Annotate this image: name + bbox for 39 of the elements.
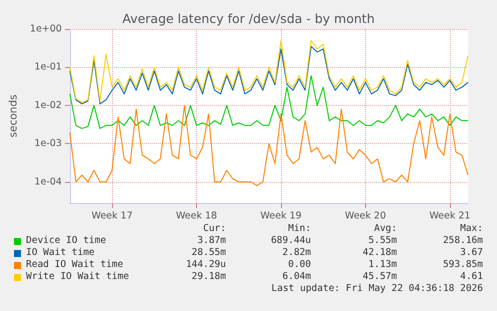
line-series bbox=[69, 104, 468, 186]
legend-label: Write IO Wait time bbox=[26, 271, 129, 282]
legend-label: Device IO time bbox=[26, 235, 106, 246]
y-axis-title: seconds bbox=[8, 94, 20, 138]
text: 2.82m bbox=[282, 247, 311, 258]
text: 6.04m bbox=[282, 271, 311, 282]
text: 45.57m bbox=[362, 271, 397, 282]
text: 144.29u bbox=[186, 259, 226, 270]
text: Max: bbox=[460, 223, 483, 234]
text: 1.13m bbox=[368, 259, 397, 270]
legend-label: Read IO Wait time bbox=[26, 259, 124, 270]
x-tick-label: Week 21 bbox=[429, 210, 470, 222]
text: 29.18m bbox=[192, 271, 226, 282]
text: 3.67 bbox=[460, 247, 483, 258]
text: 258.16m bbox=[442, 235, 483, 246]
text: Min: bbox=[288, 223, 311, 234]
text: Avg: bbox=[374, 223, 397, 234]
y-tick-label: 1e-04 bbox=[34, 176, 62, 188]
text: 0.00 bbox=[288, 259, 311, 270]
text: 4.61 bbox=[460, 271, 483, 282]
text: 42.18m bbox=[362, 247, 397, 258]
text: 5.55m bbox=[368, 235, 397, 246]
y-tick-label: 1e-03 bbox=[34, 138, 62, 150]
y-tick-label: 1e-01 bbox=[34, 62, 62, 73]
text: 593.85m bbox=[442, 259, 483, 270]
y-tick-label: 1e+00 bbox=[30, 24, 62, 34]
x-tick-label: Week 19 bbox=[260, 210, 302, 222]
x-tick-label: Week 20 bbox=[344, 210, 386, 222]
text: Cur: bbox=[203, 223, 226, 234]
y-tick-label: 1e-02 bbox=[34, 100, 62, 111]
text: 689.44u bbox=[270, 235, 311, 246]
x-tick-label: Week 18 bbox=[176, 210, 218, 222]
text: 3.87m bbox=[197, 235, 226, 246]
legend-label: IO Wait time bbox=[26, 247, 95, 258]
line-series bbox=[69, 75, 468, 129]
chart-title: Average latency for /dev/sda - by month bbox=[122, 11, 375, 26]
x-tick-label: Week 17 bbox=[91, 210, 133, 222]
text: Last update: Fri May 22 04:36:18 2026 bbox=[271, 283, 483, 294]
text: 28.55m bbox=[192, 247, 226, 258]
